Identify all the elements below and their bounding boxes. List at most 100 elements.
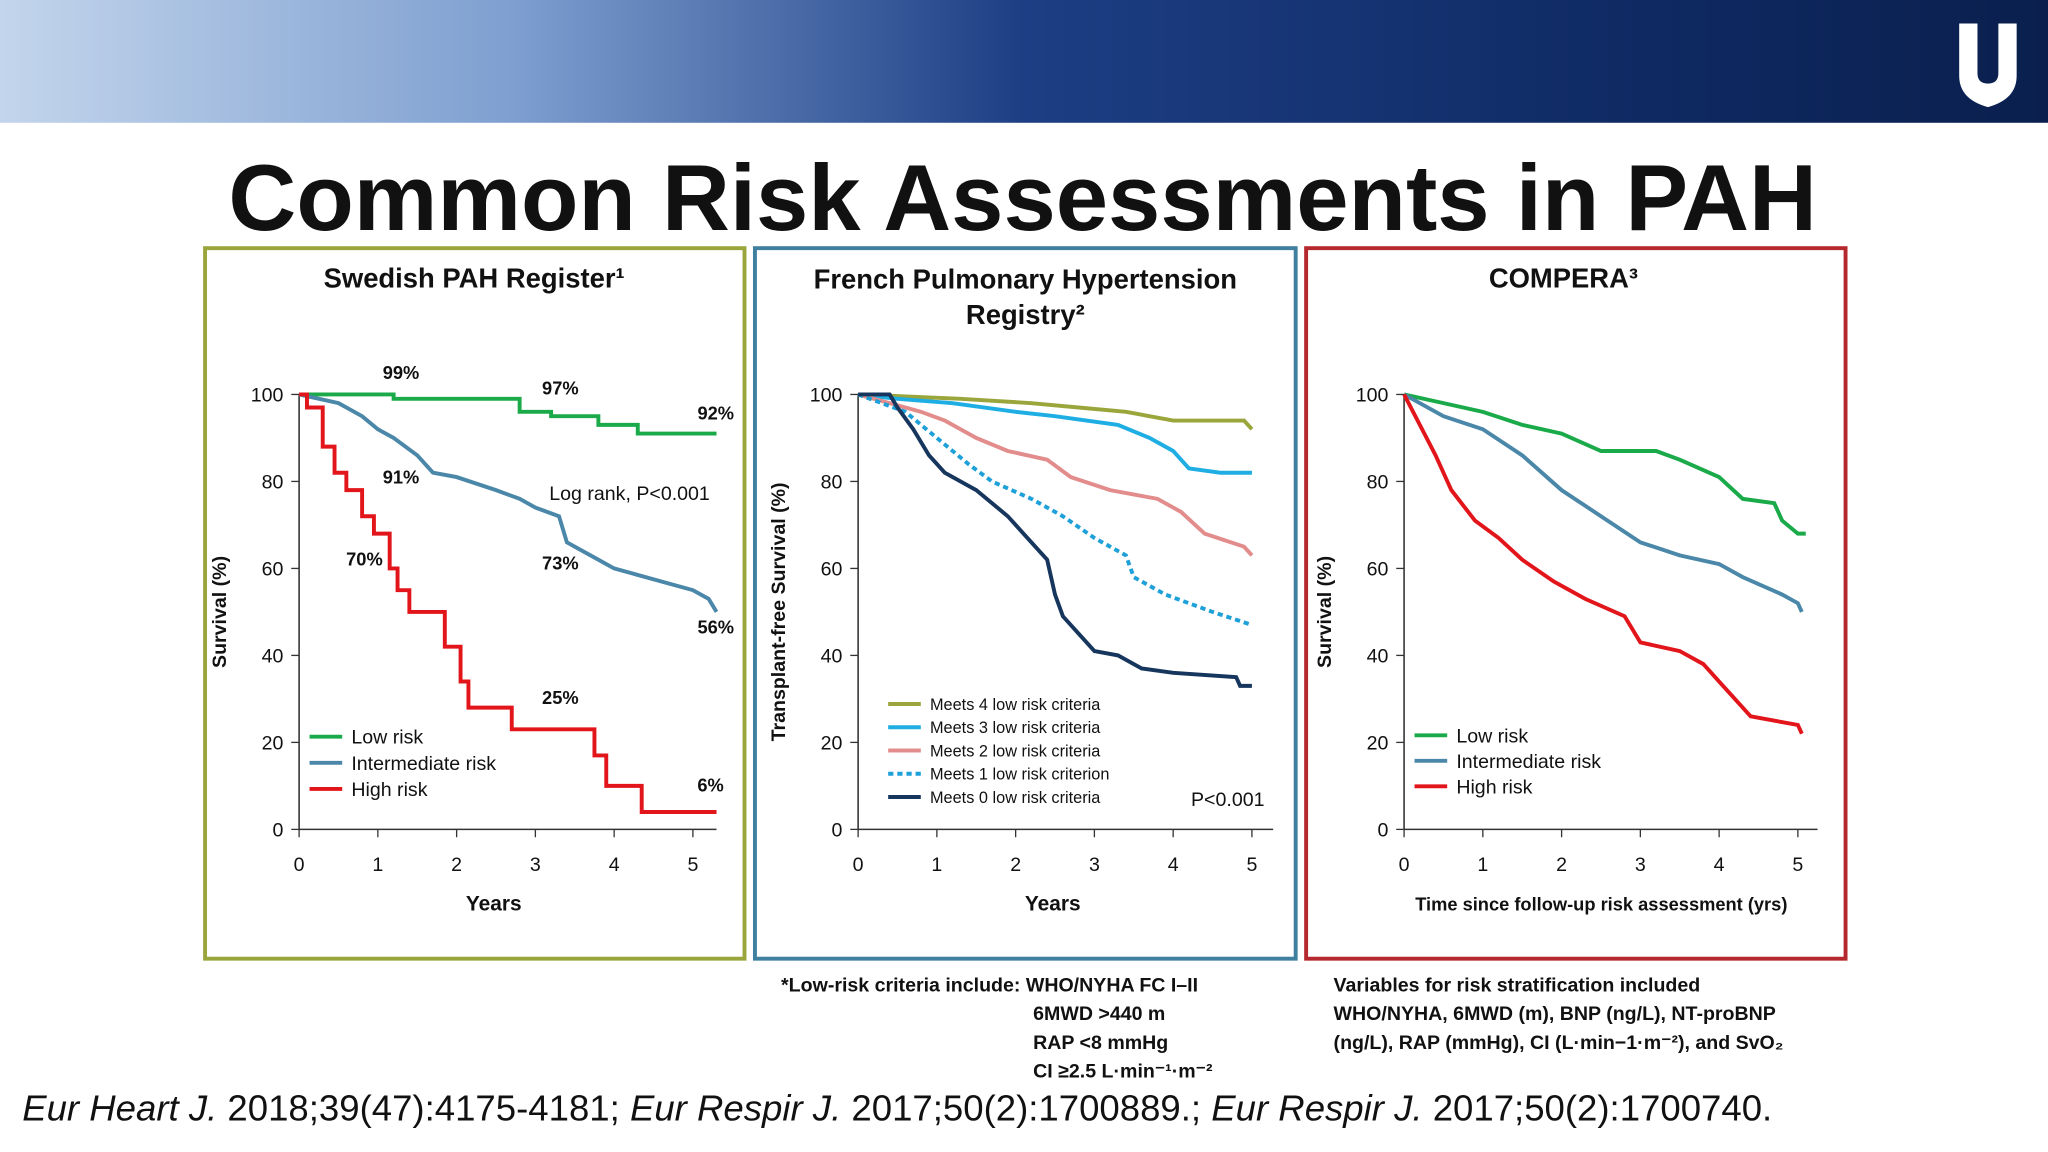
chart-title: French Pulmonary Hypertension	[814, 264, 1237, 295]
legend-label: Intermediate risk	[351, 753, 496, 775]
citation-detail: 2018;39(47):4175-4181;	[217, 1088, 630, 1129]
x-tick-label: 1	[931, 854, 942, 876]
milestone-label: 91%	[383, 466, 420, 487]
x-tick-label: 0	[294, 854, 305, 876]
survival-line	[857, 392, 1253, 627]
annotation: Log rank, P<0.001	[549, 483, 710, 505]
y-tick-label: 40	[1367, 646, 1389, 668]
milestone-label: 70%	[346, 549, 383, 570]
legend-label: Meets 2 low risk criteria	[930, 742, 1101, 760]
x-tick-label: 3	[530, 854, 541, 876]
y-tick-label: 80	[262, 472, 284, 494]
slide-title: Common Risk Assessments in PAH	[228, 145, 1817, 250]
footnote-line: *Low-risk criteria include: WHO/NYHA FC …	[781, 974, 1198, 996]
y-tick-label: 0	[1378, 820, 1389, 842]
y-tick-label: 100	[251, 385, 284, 407]
legend-label: Low risk	[1456, 725, 1528, 747]
chart: Swedish PAH Register¹ 0 20 40 60 80 100 0 1 2 3 4 5 S…	[209, 262, 734, 915]
milestone-label: 92%	[697, 402, 734, 423]
x-tick-label: 0	[853, 854, 864, 876]
y-tick-label: 20	[1367, 733, 1389, 755]
chart-title: Swedish PAH Register¹	[324, 262, 625, 293]
citation-detail: 2017;50(2):1700889.;	[841, 1088, 1211, 1129]
citation-journal: Eur Heart J.	[22, 1088, 217, 1129]
x-tick-label: 4	[609, 854, 620, 876]
chart: French Pulmonary Hypertension Registry² 0 2…	[768, 264, 1274, 915]
x-tick-label: 1	[1477, 854, 1488, 876]
survival-line	[857, 392, 1254, 557]
y-tick-label: 0	[832, 820, 843, 842]
x-tick-label: 2	[1556, 854, 1567, 876]
footnote-line: CI ≥2.5 L·min⁻¹·m⁻²	[1033, 1061, 1213, 1083]
chart-title: COMPERA³	[1489, 262, 1638, 293]
y-tick-label: 100	[1356, 385, 1389, 407]
y-tick-label: 20	[262, 733, 284, 755]
x-tick-label: 5	[1246, 854, 1257, 876]
footnote-line: 6MWD >440 m	[1033, 1003, 1165, 1025]
survival-line	[1402, 393, 1804, 735]
panel-frame	[752, 246, 1298, 961]
citation-journal: Eur Respir J.	[630, 1088, 841, 1129]
chart: COMPERA³ 0 20 40 60 80 100 0 1 2 3 4 5 Survival (%) Ti…	[1314, 262, 1818, 914]
milestone-label: 6%	[697, 775, 723, 796]
milestone-label: 97%	[542, 377, 579, 398]
x-tick-label: 3	[1635, 854, 1646, 876]
survival-line	[858, 392, 1254, 431]
x-tick-label: 5	[687, 854, 698, 876]
x-tick-label: 5	[1792, 854, 1803, 876]
footnote-compera: Variables for risk stratification includ…	[1334, 974, 1784, 1053]
x-tick-label: 4	[1714, 854, 1725, 876]
survival-line	[298, 392, 719, 613]
y-tick-label: 60	[262, 559, 284, 581]
footnote-line: Variables for risk stratification includ…	[1334, 974, 1701, 996]
citation-journal: Eur Respir J.	[1211, 1088, 1422, 1129]
legend-label: High risk	[1456, 776, 1532, 798]
panel-frame	[1304, 246, 1848, 961]
milestone-label: 73%	[542, 552, 579, 573]
y-axis-label: Survival (%)	[1314, 556, 1336, 668]
y-tick-label: 0	[273, 820, 284, 842]
survival-line	[857, 392, 1252, 475]
x-tick-label: 0	[1399, 854, 1410, 876]
legend-label: Meets 0 low risk criteria	[930, 789, 1101, 807]
x-axis-label: Years	[466, 892, 522, 915]
x-tick-label: 3	[1089, 854, 1100, 876]
footnote-line: RAP <8 mmHg	[1033, 1032, 1168, 1054]
legend-label: Meets 1 low risk criterion	[930, 766, 1110, 784]
y-axis-label: Transplant-free Survival (%)	[768, 482, 790, 741]
footnote-low-risk: *Low-risk criteria include: WHO/NYHA FC …	[781, 974, 1213, 1082]
x-tick-label: 2	[451, 854, 462, 876]
y-tick-label: 20	[821, 733, 843, 755]
milestone-label: 99%	[383, 362, 420, 383]
panel-frame	[203, 246, 747, 961]
footnote-line: WHO/NYHA, 6MWD (m), BNP (ng/L), NT-proBN…	[1334, 1003, 1776, 1025]
header-band	[0, 0, 2048, 123]
x-tick-label: 4	[1168, 854, 1179, 876]
x-axis-label: Years	[1025, 892, 1081, 915]
logo	[1959, 23, 2017, 108]
survival-line	[299, 392, 717, 436]
y-tick-label: 60	[821, 559, 843, 581]
legend-label: Intermediate risk	[1456, 751, 1601, 773]
annotation: P<0.001	[1191, 789, 1265, 811]
y-tick-label: 60	[1367, 559, 1389, 581]
legend-label: Low risk	[351, 727, 423, 749]
citation-detail: 2017;50(2):1700740.	[1423, 1088, 1773, 1129]
citation: Eur Heart J. 2018;39(47):4175-4181; Eur …	[22, 1088, 1772, 1129]
y-tick-label: 100	[810, 385, 843, 407]
x-tick-label: 2	[1010, 854, 1021, 876]
y-tick-label: 80	[821, 472, 843, 494]
survival-line	[1403, 392, 1806, 536]
y-tick-label: 40	[262, 646, 284, 668]
y-axis-label: Survival (%)	[209, 556, 231, 668]
x-tick-label: 1	[372, 854, 383, 876]
x-axis-label: Time since follow-up risk assessment (yr…	[1415, 893, 1787, 914]
survival-line	[858, 392, 1252, 688]
milestone-label: 25%	[542, 687, 579, 708]
survival-line	[1403, 392, 1804, 613]
chart-title: Registry²	[966, 299, 1085, 330]
legend-label: High risk	[351, 779, 427, 801]
milestone-label: 56%	[697, 616, 734, 637]
